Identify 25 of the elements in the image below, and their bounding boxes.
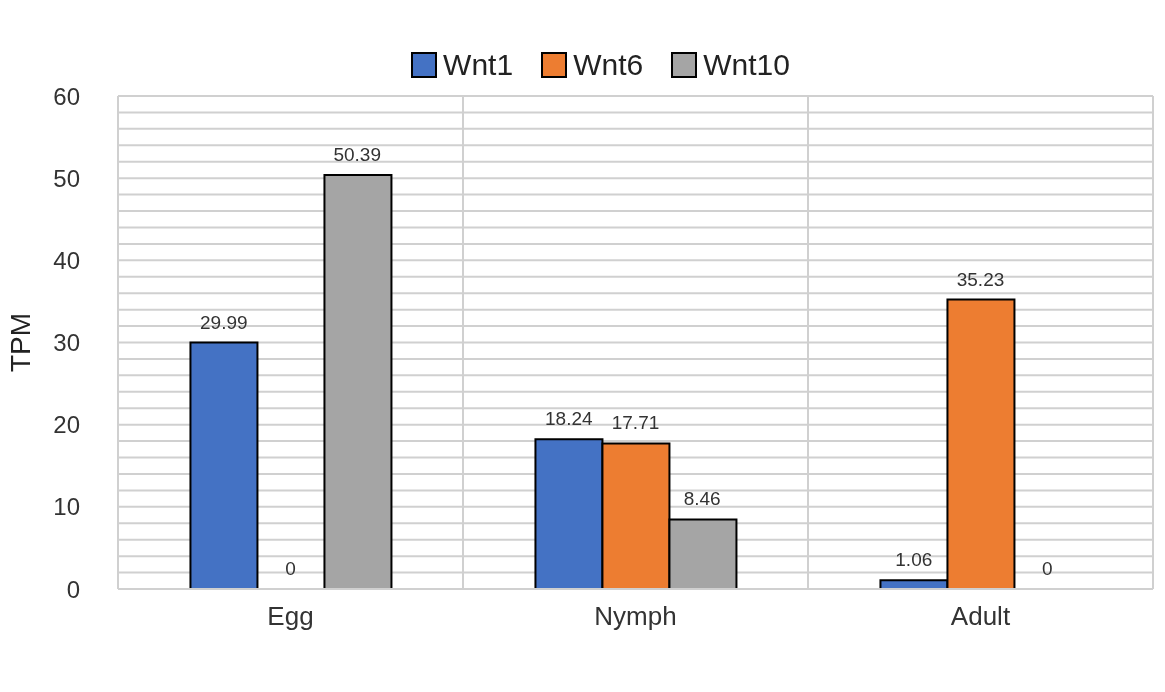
y-axis-title: TPM [4,312,36,373]
y-tick-label: 50 [53,164,80,192]
x-tick-label: Adult [950,601,1011,632]
data-label: 17.71 [611,412,660,434]
legend-label: Wnt10 [702,48,790,82]
data-label: 0 [285,558,296,579]
data-label: 29.99 [200,311,248,333]
y-tick-label: 10 [53,493,80,521]
data-label: 8.46 [683,488,721,510]
legend-label: Wnt1 [442,48,514,82]
bar [323,173,393,589]
data-label: 18.24 [545,408,594,430]
y-tick-label: 30 [53,329,80,357]
data-label: 50.39 [333,143,381,165]
x-tick-label: Egg [267,601,314,632]
y-tick-label: 0 [66,575,80,603]
data-label: 35.23 [956,268,1005,290]
legend-label: Wnt6 [572,48,644,82]
data-label: 0 [1041,558,1053,579]
y-tick-label: 60 [53,82,80,110]
data-label: 1.06 [895,549,933,571]
y-tick-label: 20 [53,411,80,439]
x-tick-label: Nymph [594,601,677,632]
bar [189,341,259,589]
y-tick-label: 40 [53,246,80,274]
